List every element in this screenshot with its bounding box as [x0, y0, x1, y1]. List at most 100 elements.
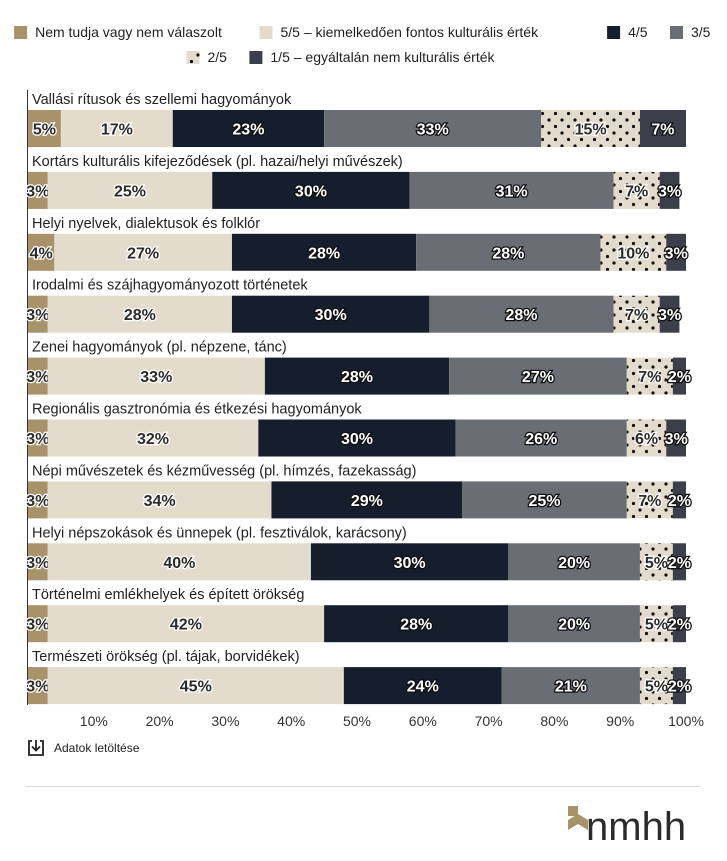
bar-segment-rating-4 [258, 419, 456, 457]
bar-segment-nem-tudja-vagy-nem-v-laszolt [28, 419, 48, 457]
x-tick-label: 70% [475, 713, 503, 729]
bar-segment-rating-2 [639, 667, 673, 705]
data-label: 7% [651, 122, 674, 139]
bar-segment-rating-2 [639, 605, 673, 643]
legend-label: 3/5 [691, 24, 711, 40]
data-label: 3% [26, 679, 49, 696]
bar-segment-1-5-egy-ltal-n-nem-kultur-lis-rt-k [672, 605, 686, 643]
legend-item-4: 2/5 [186, 49, 228, 65]
data-label: 33% [417, 122, 449, 139]
x-tick-label: 10% [80, 713, 108, 729]
bar-segment-rating-3 [324, 110, 542, 147]
data-label: 7% [625, 307, 648, 324]
bar-segment-rating-3 [409, 171, 614, 209]
bar-row-4: Irodalmi és szájhagyományozott története… [25, 278, 682, 333]
bar-row-8: Helyi népszokások és ünnepek (pl. feszti… [25, 525, 692, 581]
bar-segment-rating-4 [264, 357, 450, 395]
data-label: 3% [26, 183, 49, 200]
bar-segment-rating-3 [455, 419, 627, 457]
bar-row-5: Zenei hagyományok (pl. népzene, tánc) 3% 3… [25, 340, 692, 395]
data-label: 3% [26, 555, 49, 572]
legend-label: 2/5 [208, 49, 228, 65]
category-label: Helyi népszokások és ünnepek (pl. feszti… [32, 525, 407, 541]
legend-item-1: 5/5 – kiemelkedően fontos kulturális ért… [259, 24, 539, 40]
data-label: 7% [638, 493, 661, 510]
bar-row-10: Természeti örökség (pl. tájak, borvidéke… [25, 649, 692, 705]
bar-segment-1-5-egy-ltal-n-nem-kultur-lis-rt-k [672, 667, 686, 705]
x-tick-label: 30% [211, 713, 239, 729]
bar-segment-rating-3 [449, 357, 627, 395]
bar-segment-rating-3 [501, 667, 640, 705]
legend-label: 1/5 – egyáltalán nem kulturális érték [270, 49, 495, 65]
legend-label: 4/5 [628, 24, 648, 40]
legend-swatch [249, 51, 263, 64]
bar-segment-rating-2 [639, 543, 673, 581]
category-label: Természeti örökség (pl. tájak, borvidéke… [32, 649, 300, 665]
bar-segment-rating-4 [212, 171, 410, 209]
bar-segment-nem-tudja-vagy-nem-v-laszolt [28, 543, 48, 581]
data-label: 30% [295, 183, 327, 200]
bar-segment-nem-tudja-vagy-nem-v-laszolt [28, 110, 61, 147]
data-label: 10% [617, 245, 649, 262]
chart-legend: Nem tudja vagy nem válaszolt 5/5 – kiemel… [14, 24, 711, 65]
bar-segment-rating-4 [271, 481, 463, 519]
data-label: 27% [127, 245, 159, 262]
bar-segment-rating-3 [462, 481, 627, 519]
data-label: 5% [645, 679, 668, 696]
x-tick-label: 40% [277, 713, 305, 729]
data-label: 25% [529, 493, 561, 510]
data-label: 4% [30, 245, 53, 262]
bar-row-3: Helyi nyelvek, dialektusok és folklór 4% 2… [28, 216, 689, 271]
data-label: 28% [341, 369, 373, 386]
bar-segment-rating-4 [172, 110, 325, 147]
bar-segment-rating-2 [541, 110, 640, 147]
bar-segment-nem-tudja-vagy-nem-v-laszolt [28, 357, 48, 395]
data-label: 2% [668, 493, 691, 510]
bar-segment-nem-tudja-vagy-nem-v-laszolt [28, 295, 48, 333]
legend-swatch [259, 26, 273, 39]
bar-row-6: Regionális gasztronómia és étkezési hagy… [25, 402, 689, 457]
bar-segment-nem-tudja-vagy-nem-v-laszolt [28, 605, 48, 643]
category-label: Zenei hagyományok (pl. népzene, tánc) [32, 340, 287, 356]
bar-segment-1-5-egy-ltal-n-nem-kultur-lis-rt-k [639, 110, 686, 147]
bar-segment-5-5-kiemelked-en-fontos-kultur-lis-rt-k [47, 357, 265, 395]
data-label: 7% [625, 183, 648, 200]
legend-swatch [607, 26, 621, 39]
bar-segment-rating-4 [310, 543, 509, 581]
legend-item-0: Nem tudja vagy nem válaszolt [14, 24, 222, 40]
bar-segment-nem-tudja-vagy-nem-v-laszolt [28, 171, 48, 209]
download-data-link[interactable]: Adatok letöltése [26, 738, 139, 758]
bar-segment-1-5-egy-ltal-n-nem-kultur-lis-rt-k [659, 295, 680, 333]
nmhh-logo: nmhh [568, 805, 686, 846]
legend-label: Nem tudja vagy nem válaszolt [35, 24, 222, 40]
data-label: 28% [400, 617, 432, 634]
data-label: 3% [26, 369, 49, 386]
x-tick-label: 60% [409, 713, 437, 729]
data-label: 5% [645, 617, 668, 634]
data-label: 3% [665, 245, 688, 262]
bar-segment-1-5-egy-ltal-n-nem-kultur-lis-rt-k [672, 481, 686, 519]
bar-segment-nem-tudja-vagy-nem-v-laszolt [28, 667, 48, 705]
data-label: 27% [522, 369, 554, 386]
footer-divider [26, 786, 700, 787]
bars: Vallási rítusok és szellemi hagyományok 5… [25, 92, 692, 705]
data-label: 3% [26, 493, 49, 510]
category-label: Kortárs kulturális kifejeződések (pl. ha… [32, 154, 403, 170]
bar-segment-5-5-kiemelked-en-fontos-kultur-lis-rt-k [47, 605, 325, 643]
data-label: 45% [180, 679, 212, 696]
bar-segment-rating-2 [600, 233, 667, 271]
bar-segment-nem-tudja-vagy-nem-v-laszolt [28, 481, 48, 519]
bar-segment-5-5-kiemelked-en-fontos-kultur-lis-rt-k [47, 481, 272, 519]
category-label: Helyi nyelvek, dialektusok és folklór [32, 216, 260, 232]
data-label: 3% [26, 431, 49, 448]
data-label: 28% [308, 245, 340, 262]
category-label: Irodalmi és szájhagyományozott története… [32, 278, 308, 294]
bar-segment-5-5-kiemelked-en-fontos-kultur-lis-rt-k [47, 543, 311, 581]
data-label: 33% [140, 369, 172, 386]
bar-segment-rating-2 [626, 481, 673, 519]
category-label: Vallási rítusok és szellemi hagyományok [32, 92, 292, 108]
bar-segment-rating-2 [613, 295, 660, 333]
bar-segment-rating-2 [626, 357, 673, 395]
data-label: 3% [658, 307, 681, 324]
bar-segment-5-5-kiemelked-en-fontos-kultur-lis-rt-k [47, 667, 344, 705]
